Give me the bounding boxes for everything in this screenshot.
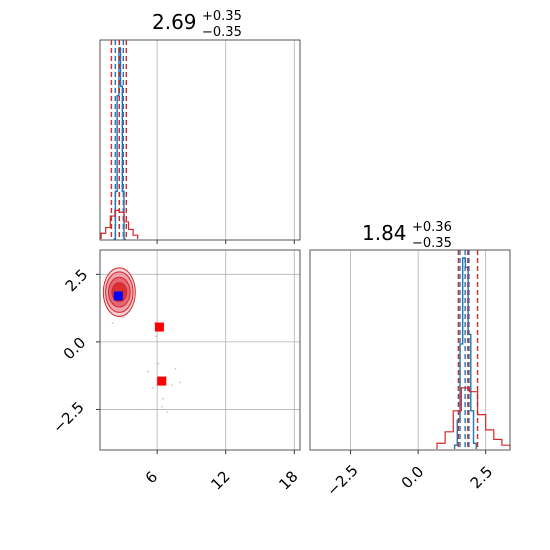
panel-param1-frame [99,39,301,241]
scatter-point-3 [171,384,173,387]
marker-1 [154,322,164,332]
param2-x-tick-labels: −2.5 0.0 2.5 [323,461,496,499]
joint-x-tick-labels: 6 12 18 [142,467,302,493]
panel-param1-title: 2.69 +0.35 −0.35 [152,9,242,40]
title-param2-plus: +0.36 [412,220,452,235]
scatter-point-4 [151,386,154,389]
panel-param1-gridlines [156,40,295,244]
panel-joint-distribution: 2.5 0.0 −2.5 6 12 18 [49,249,302,494]
x2-tick-label-2.5: 2.5 [467,463,497,493]
panel-param2-marks [436,250,511,450]
y-tick-label-2.5: 2.5 [62,266,92,296]
marker-2 [157,376,167,386]
scatter-point-12 [111,322,114,324]
y-tick-label-0.0: 0.0 [60,334,90,364]
panel-joint-marks [102,267,181,414]
scatter-point-8 [174,368,177,370]
panel-joint-gridlines [96,250,300,454]
x-tick-label-18: 18 [275,467,301,493]
panel-joint-frame [99,249,301,451]
scatter-point-1 [157,362,160,365]
title-param2-minus: −0.35 [412,236,452,251]
x-tick-label-6: 6 [142,468,161,487]
y-tick-label-neg2.5: −2.5 [49,398,87,436]
scatter-point-9 [155,335,157,338]
x2-tick-label-neg2.5: −2.5 [323,461,361,499]
panel-param1-marks [100,40,139,240]
title-param1-minus: −0.35 [202,25,242,40]
scatter-point-10 [179,381,181,384]
scatter-point-5 [161,397,164,400]
panel-param2-histogram: 1.84 +0.36 −0.35 −2.5 0.0 2.5 [309,220,511,500]
x2-tick-label-0.0: 0.0 [398,463,428,493]
title-param2-value: 1.84 [362,221,407,245]
title-param1-value: 2.69 [152,10,197,34]
scatter-point-11 [166,411,169,414]
marker-0 [113,291,123,301]
histogram-series-1 [436,387,511,449]
x-tick-label-12: 12 [207,467,233,493]
scatter-point-13 [121,316,124,319]
panel-param1-histogram: 2.69 +0.35 −0.35 [99,9,301,244]
panel-param2-title: 1.84 +0.36 −0.35 [362,220,452,251]
scatter-point-0 [147,370,149,373]
title-param1-plus: +0.35 [202,9,242,24]
panel-param2-frame [309,249,511,451]
joint-y-tick-labels: 2.5 0.0 −2.5 [49,266,91,437]
scatter-point-7 [160,405,163,408]
scatter-point-6 [141,408,144,411]
